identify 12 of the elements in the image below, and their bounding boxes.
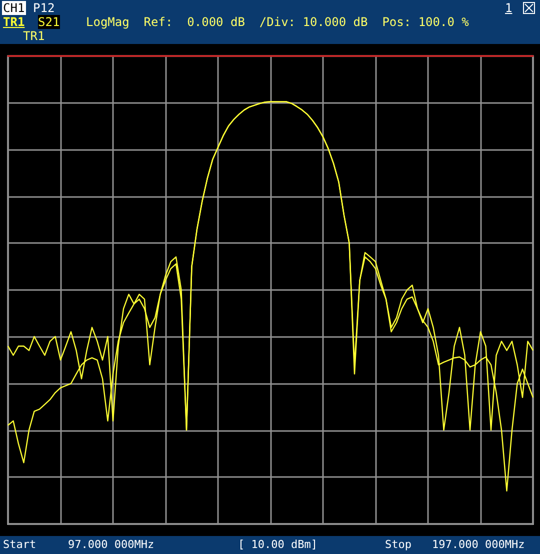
text: TR1 — [23, 29, 45, 43]
text: P12 — [33, 1, 55, 15]
text: CH1 — [2, 1, 26, 15]
text: Start — [3, 538, 36, 551]
text: 197.000 000MHz — [432, 538, 525, 551]
text: Stop — [385, 538, 412, 551]
text: LogMag Ref: 0.000 dB /Div: 10.000 dB Pos: 100.0 % — [86, 15, 469, 29]
text: S21 — [38, 15, 60, 29]
text: [ 10.00 dBm] — [238, 538, 318, 551]
text: 97.000 000MHz — [68, 538, 154, 551]
text: TR1 — [3, 15, 25, 29]
text: 1 — [505, 1, 512, 15]
